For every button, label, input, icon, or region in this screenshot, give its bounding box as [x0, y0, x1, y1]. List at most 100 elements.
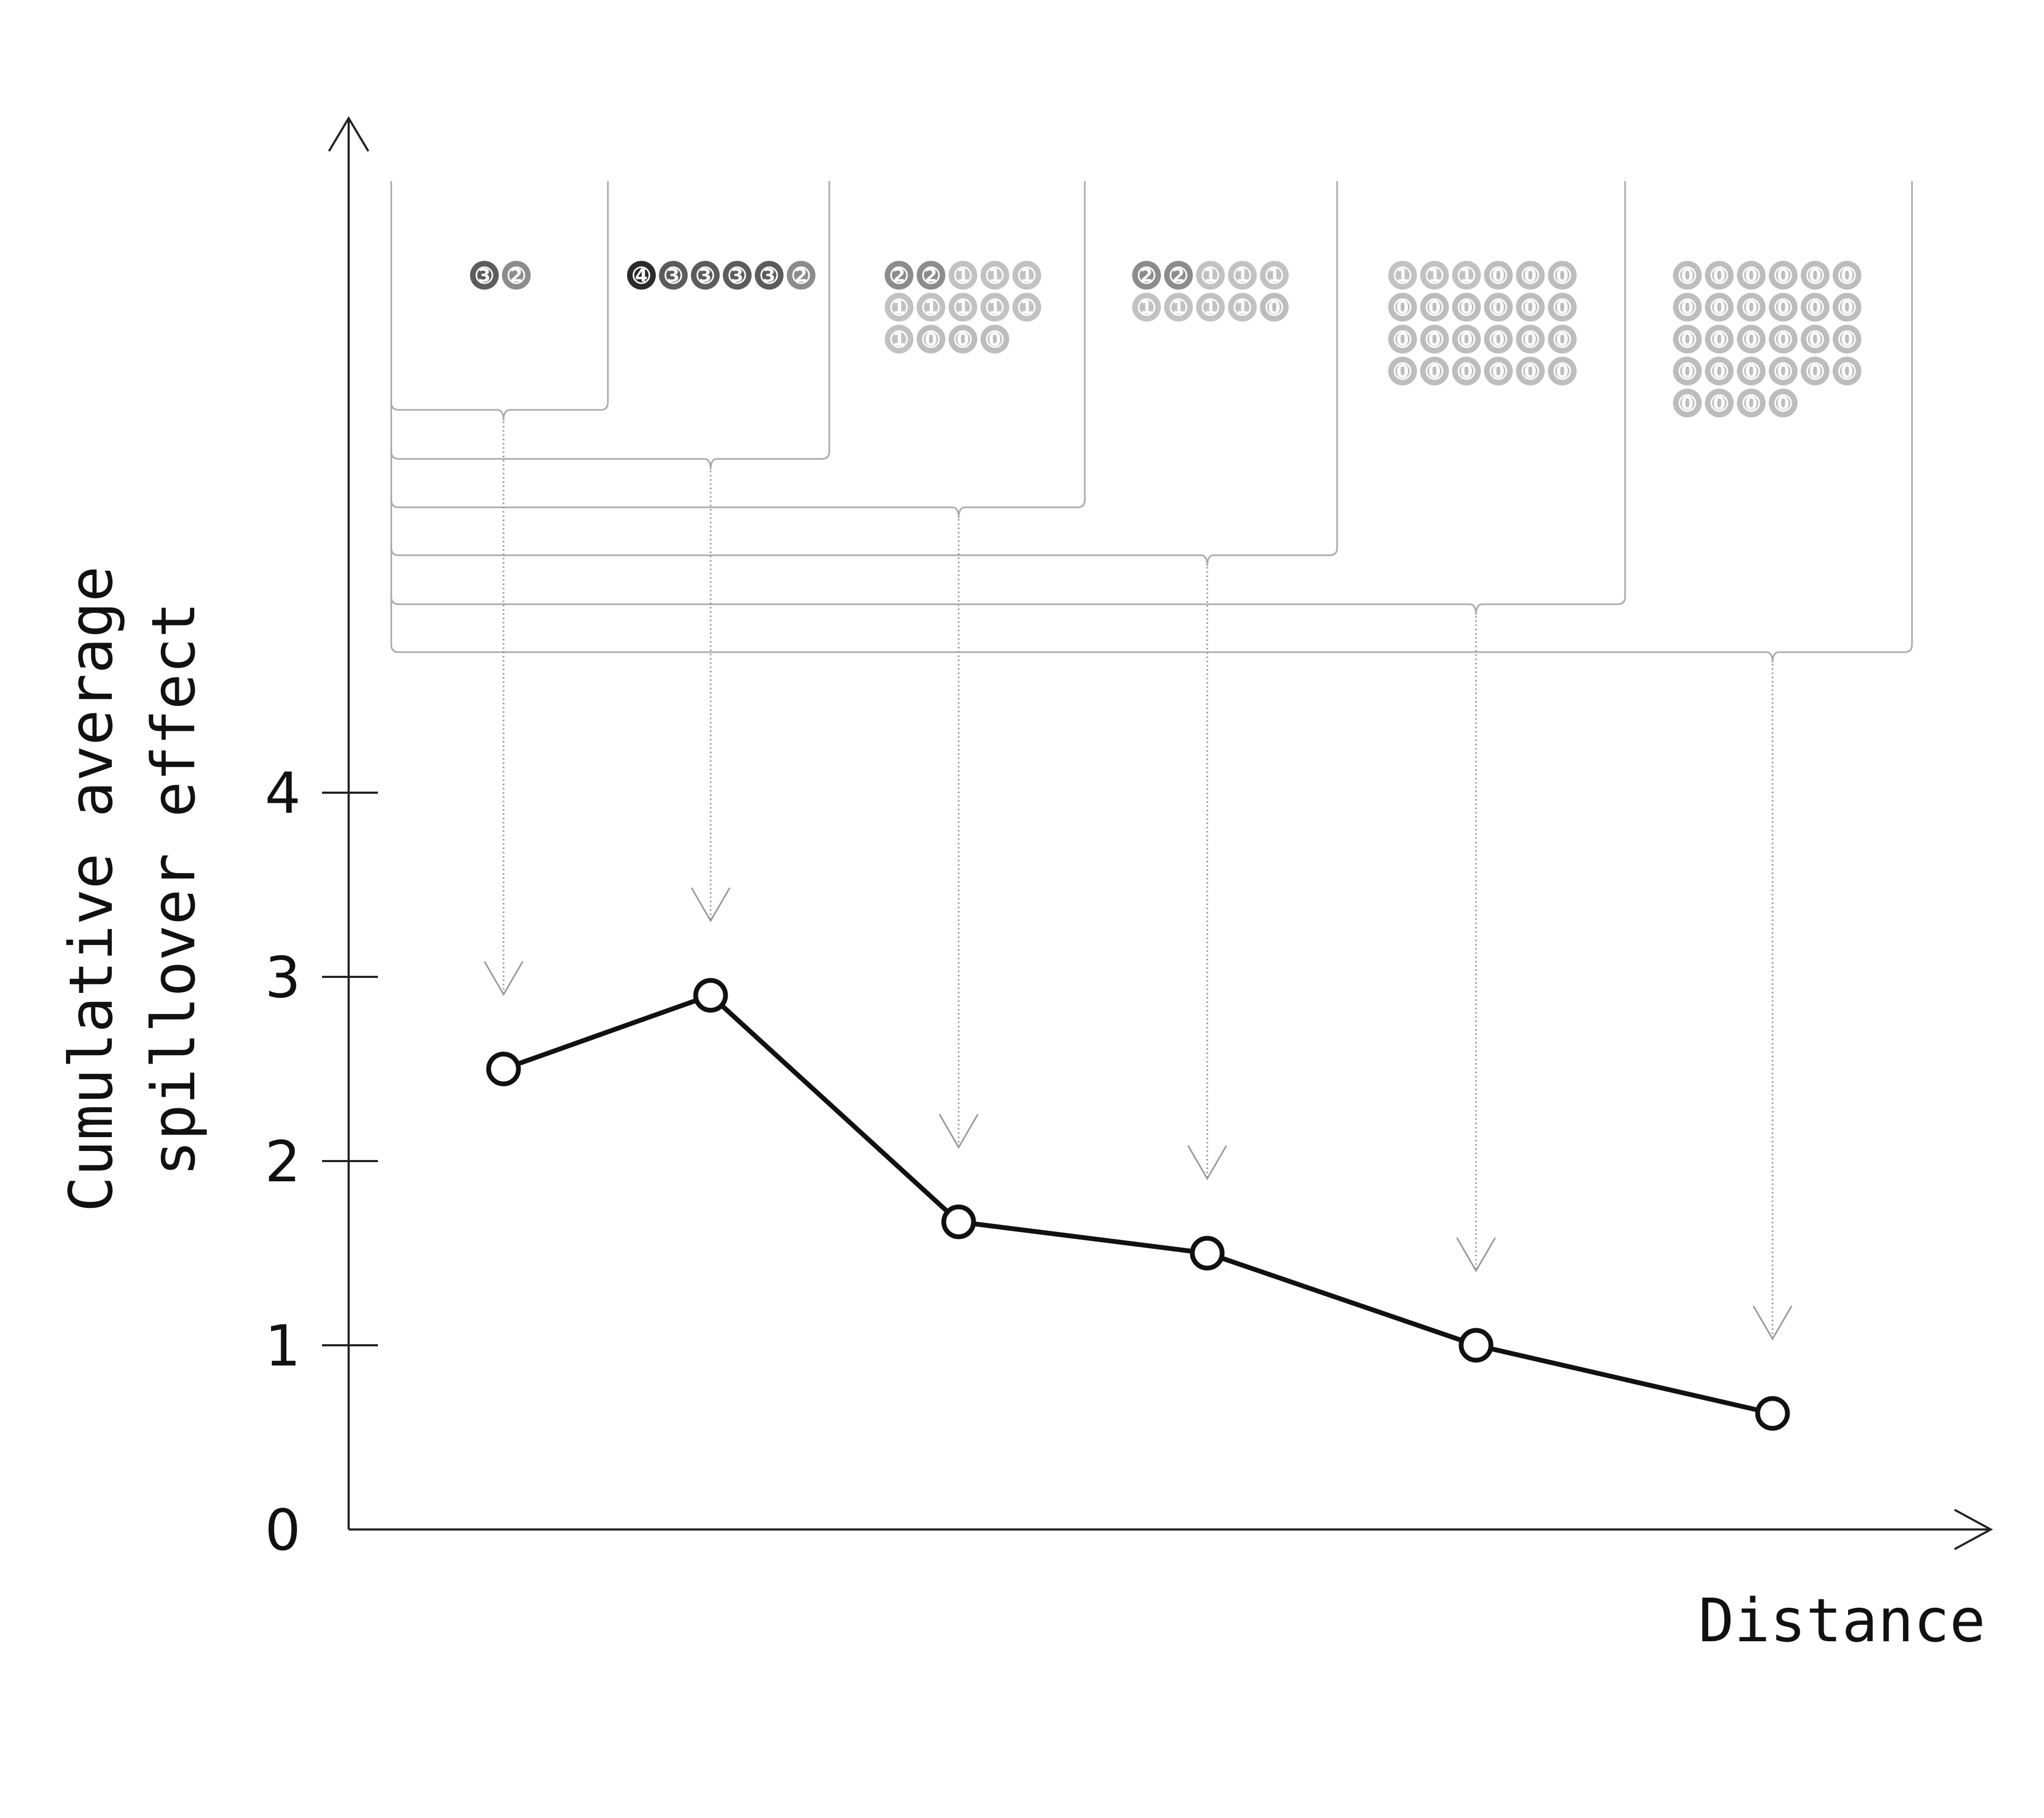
group-badge	[1388, 261, 1417, 290]
badge-value: 2	[893, 265, 905, 286]
badge-value: 0	[1713, 297, 1726, 318]
connector-arrowhead	[690, 887, 731, 923]
group-badge	[659, 261, 688, 290]
badge-ring	[1138, 298, 1156, 316]
group-badge	[1452, 357, 1481, 385]
badge-value: 2	[925, 265, 937, 286]
badge-value: 3	[478, 265, 491, 286]
bracket-5	[390, 181, 1626, 615]
group-badge	[1801, 261, 1829, 290]
badge-ring	[1425, 330, 1444, 348]
group-badge	[1548, 261, 1577, 290]
badge-ring	[1774, 266, 1792, 284]
badge-value: 3	[667, 265, 680, 286]
badge-value: 0	[1524, 329, 1537, 350]
badge-ring	[1678, 266, 1696, 284]
badge-value: 0	[1460, 297, 1473, 318]
badge-value: 0	[1777, 297, 1790, 318]
group-badge	[723, 261, 752, 290]
badge-ring	[1169, 266, 1188, 284]
badge-ring	[1710, 330, 1728, 348]
spillover-series	[486, 978, 1790, 1431]
group-badge	[1737, 293, 1766, 322]
badge-ring	[1265, 298, 1283, 316]
badge-value: 0	[1396, 361, 1409, 382]
group-badge	[787, 261, 815, 290]
badge-value: 1	[893, 297, 905, 318]
group-badge	[1673, 261, 1702, 290]
badge-ring	[1521, 330, 1539, 348]
badge-ring	[1710, 394, 1728, 412]
badge-value: 0	[1745, 393, 1758, 414]
badge-ring	[1774, 298, 1792, 316]
badge-value: 1	[957, 297, 969, 318]
group-badge	[885, 261, 913, 290]
badge-ring	[1774, 330, 1792, 348]
group-badge	[1705, 261, 1734, 290]
bracket-6	[390, 181, 1913, 663]
badge-value: 0	[1681, 297, 1694, 318]
badge-value: 0	[1492, 361, 1505, 382]
badge-value: 0	[1268, 297, 1281, 318]
y-axis-title-line-1: Cumulative average	[57, 566, 126, 1212]
badge-value: 0	[1777, 361, 1790, 382]
badge-ring	[1457, 298, 1476, 316]
badge-ring	[986, 298, 1004, 316]
badge-value: 0	[1713, 265, 1726, 286]
badge-value: 1	[1204, 297, 1217, 318]
badge-value: 0	[1492, 265, 1505, 286]
badge-ring	[1774, 362, 1792, 380]
badge-value: 0	[1841, 329, 1853, 350]
badge-value: 0	[1524, 297, 1537, 318]
group-badge	[1420, 325, 1449, 353]
badge-value: 0	[1681, 393, 1694, 414]
group-badge	[1484, 293, 1513, 322]
badge-value: 0	[1809, 297, 1822, 318]
y-tick-label: 0	[265, 1498, 301, 1563]
badge-ring	[1806, 330, 1824, 348]
badge-value: 0	[1556, 329, 1569, 350]
badge-value: 1	[1204, 265, 1217, 286]
group-badge	[1516, 261, 1545, 290]
group-badge	[949, 293, 977, 322]
group-4: 2 2 1 1 11 1 1 1 0	[1132, 261, 1289, 322]
y-axis-arrowhead	[328, 116, 369, 152]
badge-ring	[1710, 298, 1728, 316]
group-badge	[1484, 261, 1513, 290]
badge-ring	[1457, 330, 1476, 348]
group-badge	[1164, 261, 1193, 290]
group-badge	[980, 325, 1009, 353]
group-6: 0 0 0 0 0 00 0 0 0 0 00 0 0 0 0 00 0 0 0 0 00 0 0 0	[1673, 261, 1861, 417]
badge-ring	[507, 266, 525, 284]
group-badge	[1196, 261, 1225, 290]
data-point-6	[1755, 1396, 1790, 1431]
badge-value: 0	[1681, 329, 1694, 350]
badge-value: 1	[1020, 297, 1033, 318]
badge-value: 1	[1396, 265, 1409, 286]
badge-ring	[1678, 394, 1696, 412]
badge-value: 0	[1428, 329, 1441, 350]
badge-value: 0	[1777, 265, 1790, 286]
badge-ring	[1201, 298, 1219, 316]
group-badge	[1705, 293, 1734, 322]
group-badge	[1833, 325, 1861, 353]
group-badge	[1484, 325, 1513, 353]
badge-ring	[1553, 266, 1571, 284]
group-badge	[1260, 261, 1289, 290]
bracket-3	[390, 181, 1086, 519]
group-badge	[1737, 325, 1766, 353]
group-5: 1 1 1 0 0 00 0 0 0 0 00 0 0 0 0 00 0 0 0 0 0	[1388, 261, 1577, 385]
badge-value: 0	[1681, 361, 1694, 382]
group-badge	[1673, 293, 1702, 322]
group-badge	[1012, 261, 1041, 290]
badge-value: 4	[635, 265, 648, 286]
group-badge	[949, 325, 977, 353]
bracket-2	[390, 181, 830, 470]
group-badge	[1388, 357, 1417, 385]
group-badge	[885, 325, 913, 353]
badge-ring	[890, 330, 908, 348]
group-badge	[1705, 357, 1734, 385]
badge-ring	[1233, 298, 1251, 316]
group-badge	[470, 261, 499, 290]
